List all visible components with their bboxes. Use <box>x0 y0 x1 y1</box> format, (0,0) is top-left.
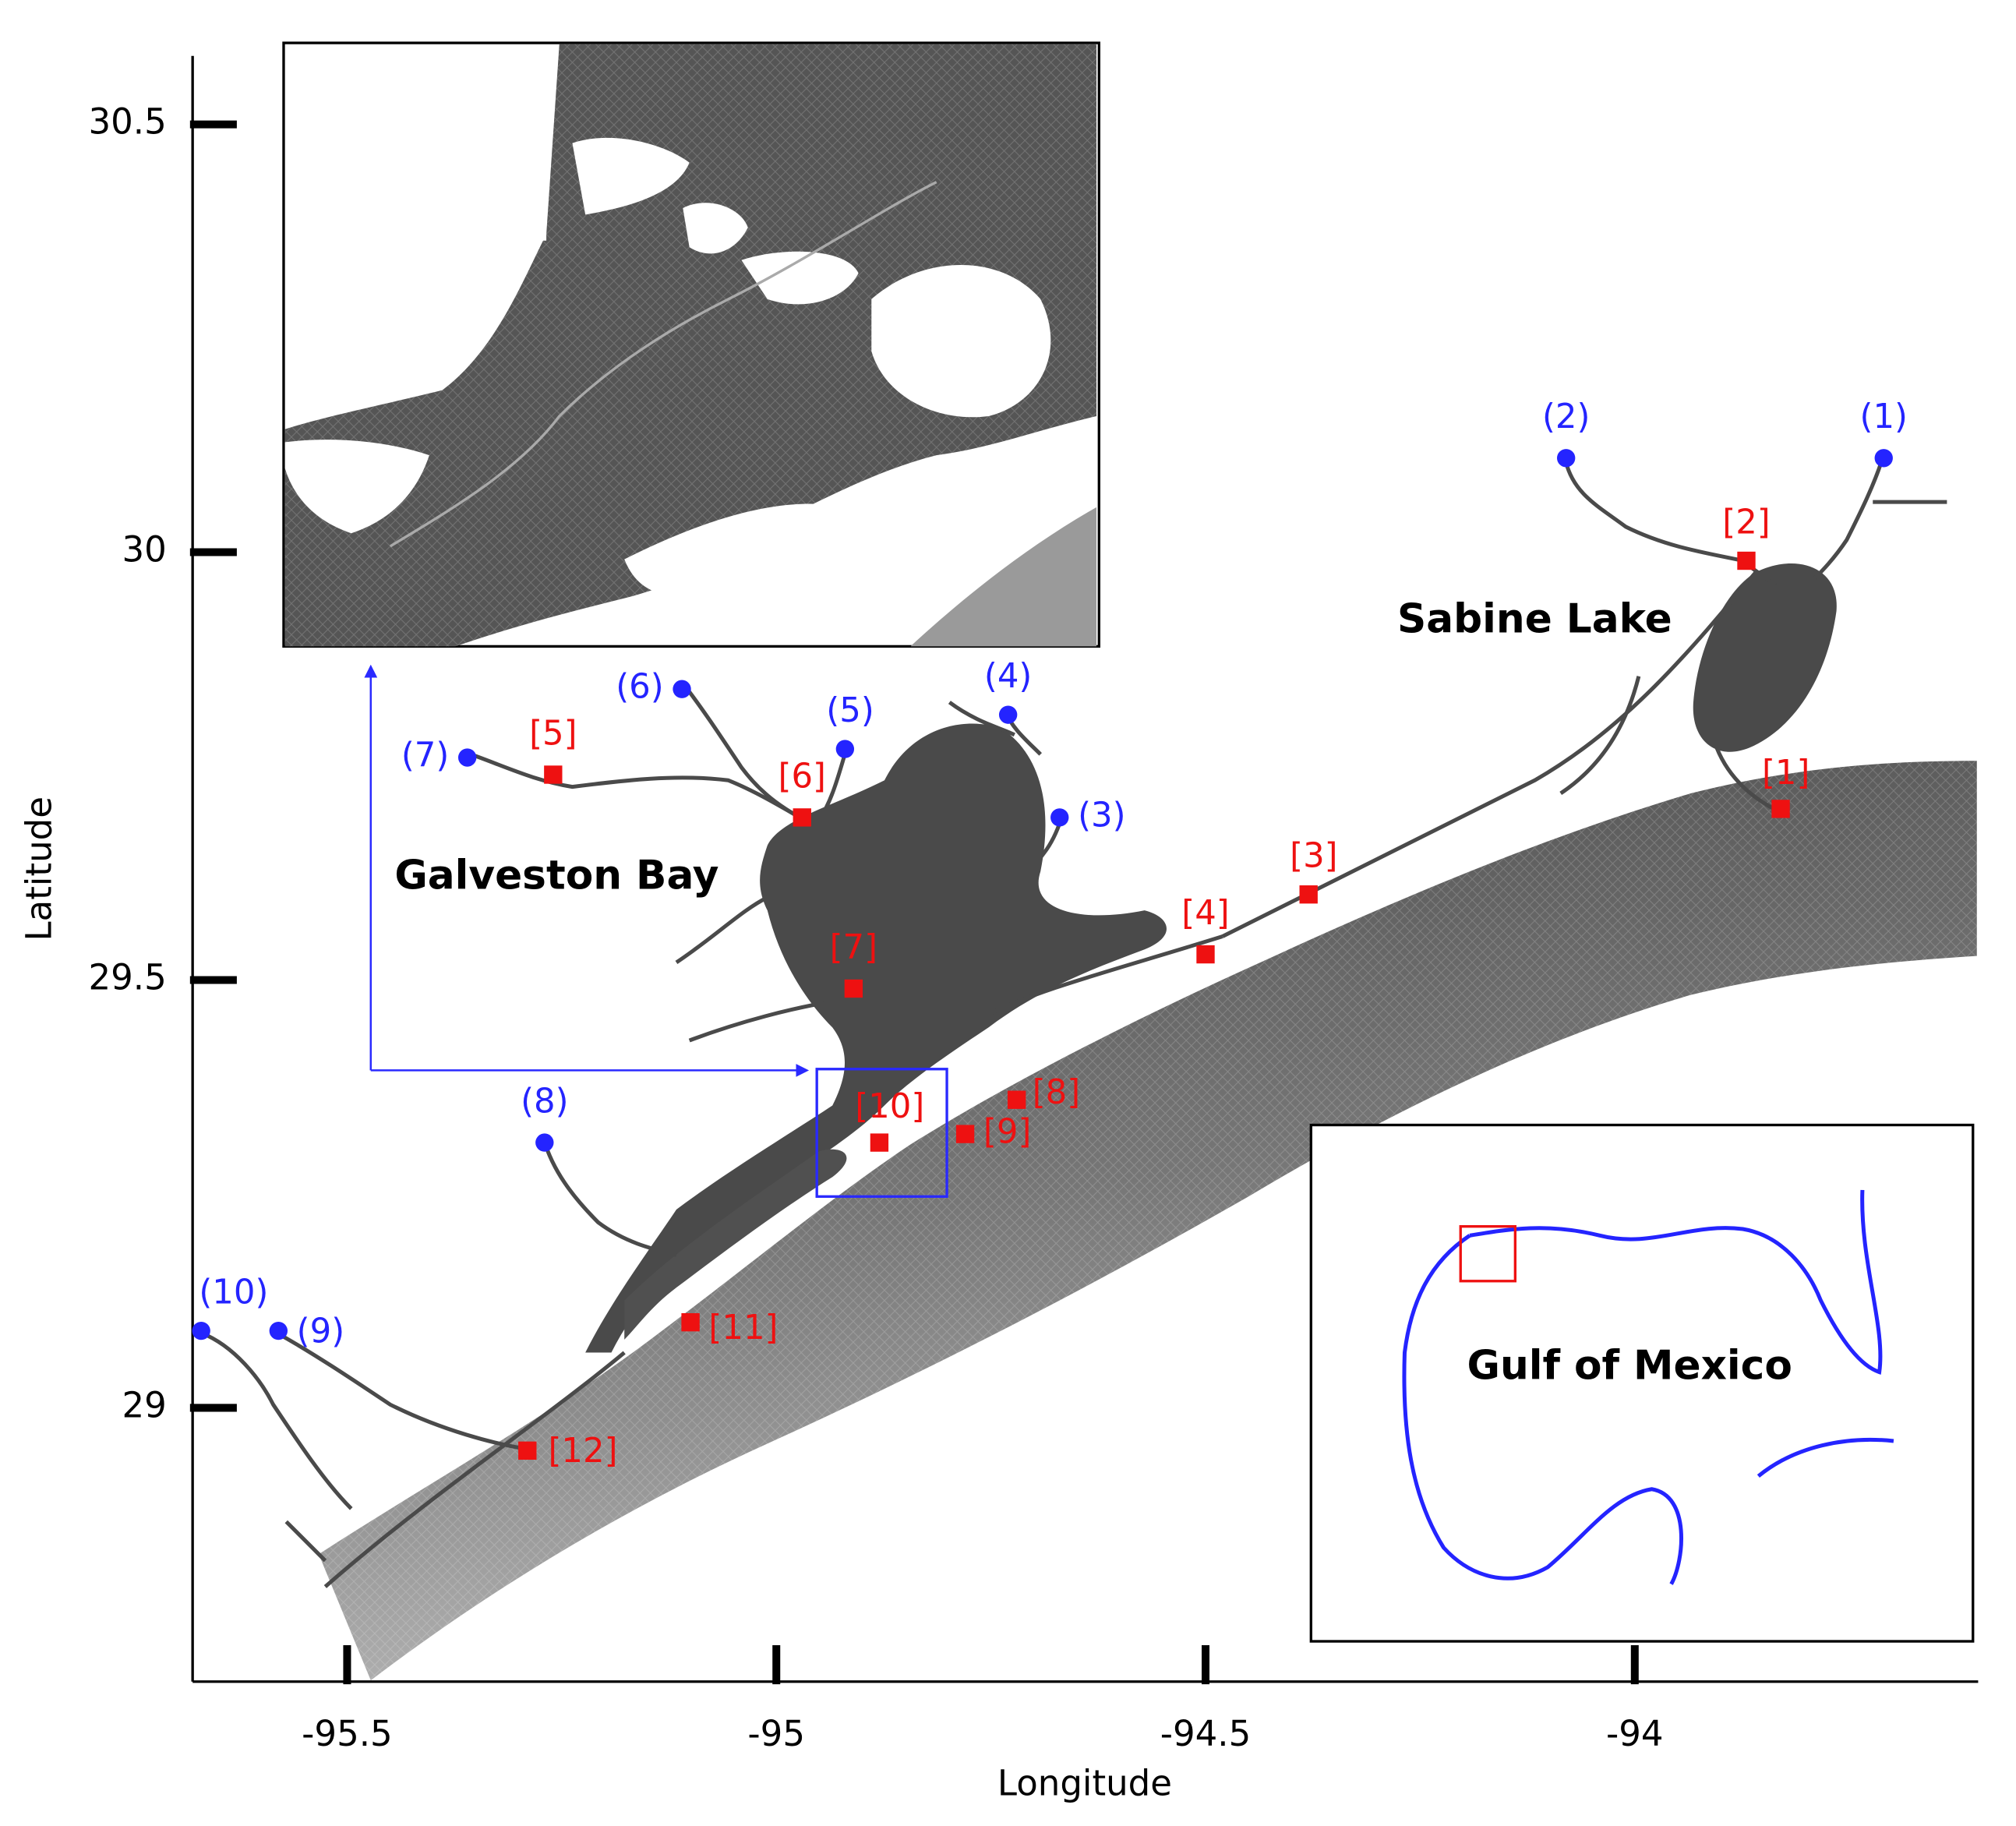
station-label: [5] <box>529 714 577 753</box>
station-label: [6] <box>779 757 826 796</box>
station-marker <box>793 808 811 827</box>
gulf-coastline <box>1402 1234 1683 1585</box>
x-tick-label: -94 <box>1606 1713 1664 1754</box>
station-marker <box>544 765 563 784</box>
station-label: [9] <box>983 1113 1031 1152</box>
station-label: (2) <box>1542 397 1590 436</box>
station-marker <box>955 1125 975 1143</box>
station-label: [4] <box>1181 894 1229 933</box>
station-label: [3] <box>1290 836 1337 875</box>
mesh-inset <box>282 41 1100 648</box>
station-label: (4) <box>984 657 1032 696</box>
inset-land <box>390 208 547 241</box>
station-label: (3) <box>1078 796 1125 835</box>
inset-land <box>624 503 846 595</box>
station-marker <box>1737 551 1756 570</box>
station-marker <box>1007 1090 1026 1109</box>
station-label: [8] <box>1033 1073 1080 1112</box>
channel <box>323 934 1223 1588</box>
station-marker <box>269 1321 288 1340</box>
x-tick-label: -95 <box>747 1713 805 1754</box>
station-label: [12] <box>548 1432 617 1471</box>
study-area-box <box>1459 1225 1517 1283</box>
station-marker <box>192 1321 210 1340</box>
river <box>683 685 800 819</box>
station-label: (6) <box>616 668 663 707</box>
inset-land <box>741 251 859 305</box>
inset-land <box>683 203 748 254</box>
river <box>276 1331 526 1563</box>
river <box>675 895 833 1043</box>
gulf-mesh-texture <box>319 761 1977 1681</box>
station-marker <box>681 1312 700 1332</box>
station-marker <box>835 740 855 758</box>
station-label: (8) <box>521 1083 568 1121</box>
station-marker <box>1050 808 1069 827</box>
gulf-coastline <box>1469 1189 1883 1375</box>
station-label: [11] <box>708 1309 778 1347</box>
inset-shelf <box>910 507 1096 647</box>
station-marker <box>457 748 477 767</box>
annotation: Gulf of Mexico <box>1467 1343 1792 1390</box>
galveston-bay-mesh <box>585 723 1167 1353</box>
inset-mesh-texture <box>284 44 1096 647</box>
y-tick-label: 29.5 <box>88 956 166 998</box>
west-bay-mesh <box>624 1149 847 1340</box>
y-axis-label: Latitude <box>19 796 60 941</box>
model-mesh <box>200 459 1977 1681</box>
y-tick-label: 30 <box>122 529 166 570</box>
cuba-coastline <box>1756 1437 1894 1478</box>
x-tick-label: -94.5 <box>1160 1713 1252 1754</box>
y-tick-label: 30.5 <box>88 101 166 143</box>
station-marker <box>535 1133 554 1152</box>
river <box>470 752 800 819</box>
inset-land <box>871 265 1051 418</box>
data-layer: -95.5 -95 -94.5 -94 29 29.5 30 30.5 (1) (2) (3) (4)… <box>88 101 1908 1754</box>
station-label: [7] <box>830 928 877 967</box>
station-marker <box>673 680 691 698</box>
river <box>1714 747 1778 812</box>
inset-land <box>572 137 690 215</box>
station-label: [1] <box>1762 754 1809 793</box>
station-label: (7) <box>401 736 449 775</box>
station-label: (10) <box>199 1273 268 1312</box>
zoom-box <box>815 1068 948 1198</box>
x-tick-label: -95.5 <box>302 1713 393 1754</box>
station-marker <box>1556 449 1576 468</box>
y-tick-label: 29 <box>122 1384 166 1425</box>
station-label: [10] <box>855 1087 924 1126</box>
station-marker <box>844 979 863 998</box>
river <box>1813 459 1947 581</box>
sabine-lake-mesh <box>1693 563 1837 752</box>
station-marker <box>1299 885 1318 904</box>
river <box>200 1331 353 1510</box>
annotation: Galveston Bay <box>394 852 718 899</box>
station-marker <box>1874 449 1893 468</box>
station-marker <box>518 1441 537 1460</box>
inset-land <box>284 440 429 534</box>
station-marker <box>1771 800 1790 818</box>
annotation: Sabine Lake <box>1397 596 1672 643</box>
station-marker <box>1196 945 1215 964</box>
river <box>1563 461 1777 587</box>
station-label: (1) <box>1860 397 1908 436</box>
station-label: (9) <box>297 1312 344 1351</box>
gulf-inset <box>1309 1123 1975 1643</box>
station-marker <box>998 705 1018 724</box>
station-label: (5) <box>826 691 874 730</box>
station-marker <box>870 1133 889 1152</box>
inset-channel <box>389 181 937 548</box>
x-axis-label: Longitude <box>997 1762 1172 1803</box>
station-label: [2] <box>1722 503 1770 542</box>
river <box>542 1139 677 1257</box>
